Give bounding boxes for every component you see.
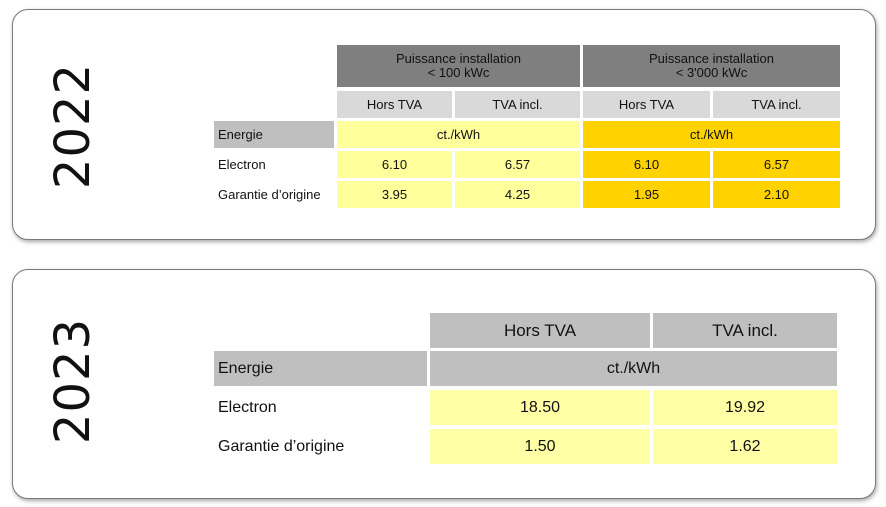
year-label-2023: 2023 <box>45 317 102 445</box>
subheader-hors-tva: Hors TVA <box>430 313 650 348</box>
value-cell: 6.57 <box>455 151 580 178</box>
subheader-hors-tva-large: Hors TVA <box>583 91 710 118</box>
value-cell: 6.10 <box>583 151 710 178</box>
value-cell: 1.95 <box>583 181 710 208</box>
value-cell: 2.10 <box>713 181 840 208</box>
unit-cell: ct./kWh <box>430 351 837 386</box>
row-label-energie: Energie <box>214 351 427 386</box>
unit-cell-large: ct./kWh <box>583 121 840 148</box>
row-label-electron: Electron <box>218 157 266 172</box>
row-label-garantie: Garantie d’origine <box>218 187 321 202</box>
value-cell: 18.50 <box>430 390 650 425</box>
year-label-2022: 2022 <box>45 62 102 190</box>
subheader-tva-incl-small: TVA incl. <box>455 91 580 118</box>
subheader-tva-incl-large: TVA incl. <box>713 91 840 118</box>
value-cell: 6.57 <box>713 151 840 178</box>
value-cell: 1.50 <box>430 429 650 464</box>
row-label-electron: Electron <box>218 398 277 416</box>
unit-cell-small: ct./kWh <box>337 121 580 148</box>
value-cell: 3.95 <box>337 181 452 208</box>
subheader-tva-incl: TVA incl. <box>653 313 837 348</box>
group-header-small: Puissance installation < 100 kWc <box>337 45 580 87</box>
row-label-energie: Energie <box>214 121 334 148</box>
value-cell: 4.25 <box>455 181 580 208</box>
value-cell: 6.10 <box>337 151 452 178</box>
value-cell: 1.62 <box>653 429 837 464</box>
subheader-hors-tva-small: Hors TVA <box>337 91 452 118</box>
value-cell: 19.92 <box>653 390 837 425</box>
row-label-garantie: Garantie d’origine <box>218 437 345 455</box>
group-header-large: Puissance installation < 3'000 kWc <box>583 45 840 87</box>
